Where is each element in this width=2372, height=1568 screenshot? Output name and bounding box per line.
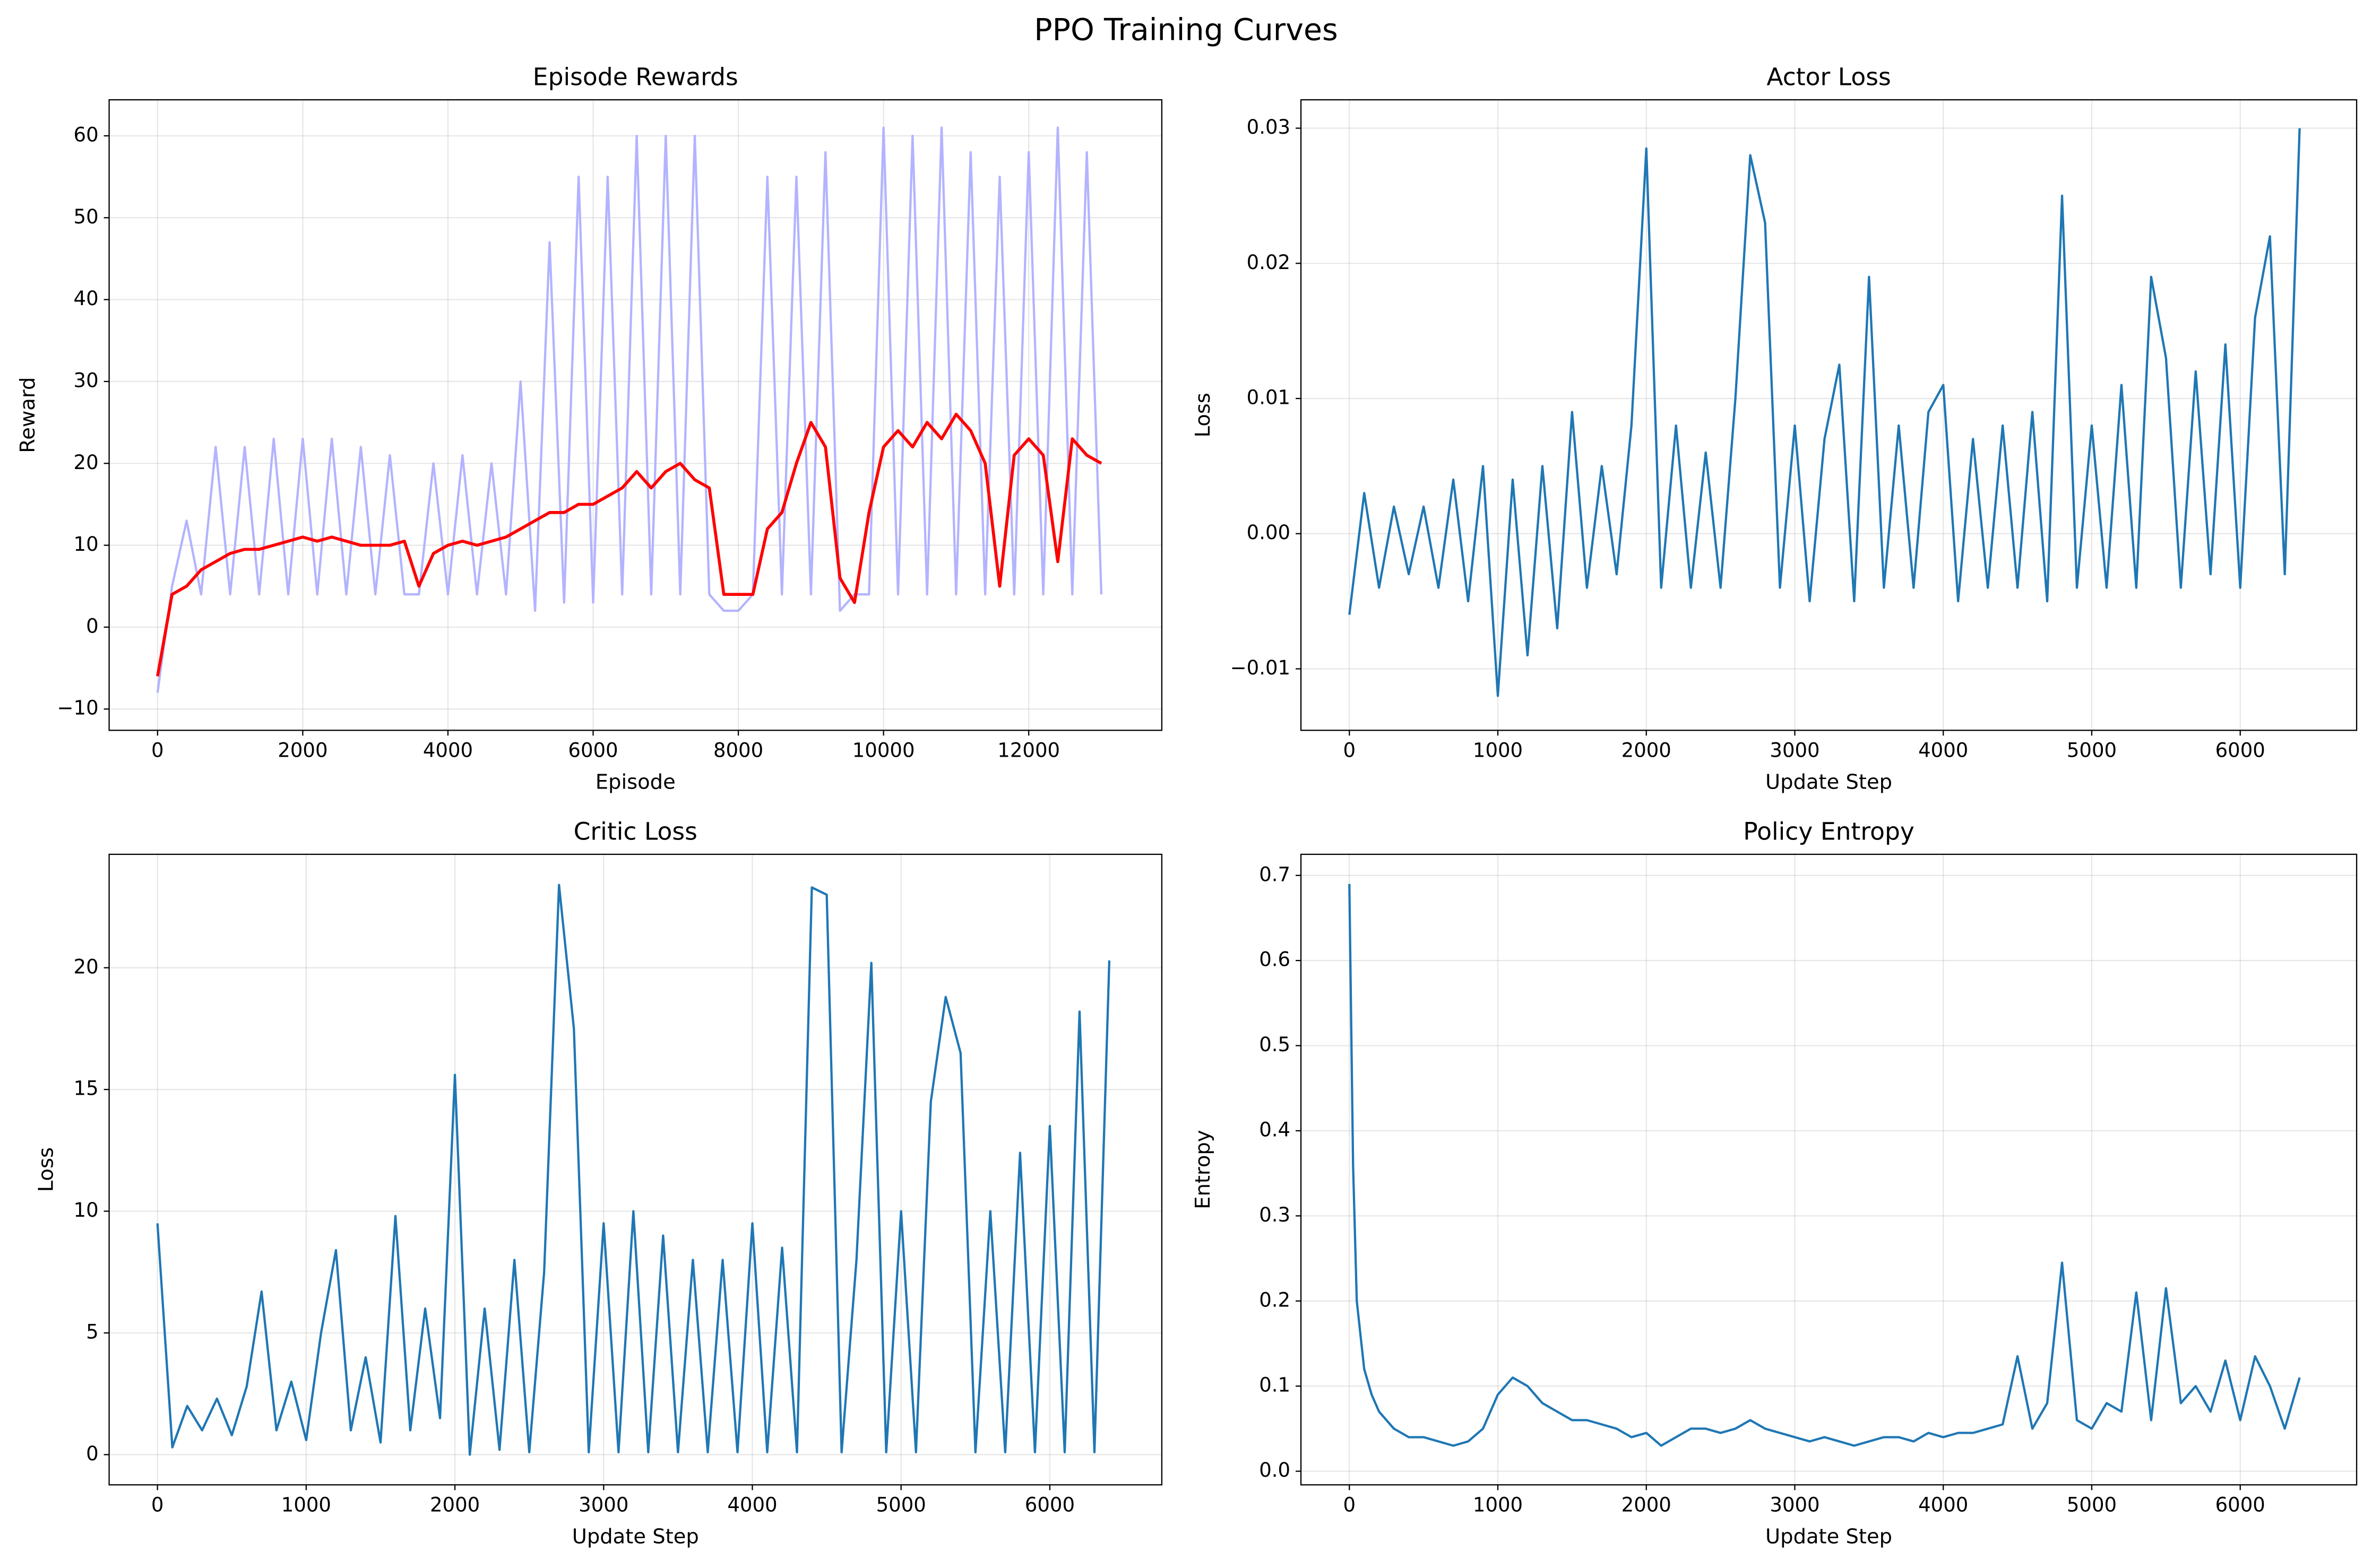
y-tick-label: 40 xyxy=(74,287,99,310)
plot-frame xyxy=(108,853,1163,1486)
x-tick-label: 2000 xyxy=(1621,739,1671,762)
y-tick-label: 0.4 xyxy=(1259,1118,1290,1141)
x-tick-label: 8000 xyxy=(713,739,763,762)
x-tick-label: 1000 xyxy=(281,1494,331,1517)
y-tick-label: 0.01 xyxy=(1247,386,1290,409)
y-tick-label: 15 xyxy=(74,1077,99,1100)
x-tick-label: 1000 xyxy=(1473,739,1523,762)
data-line xyxy=(156,883,1111,1456)
x-tick-label: 4000 xyxy=(727,1494,777,1517)
y-axis-label: Entropy xyxy=(1191,1130,1215,1209)
x-tick-label: 3000 xyxy=(1770,739,1819,762)
y-tick-label: −0.01 xyxy=(1230,656,1290,679)
y-tick-label: 30 xyxy=(74,369,99,392)
subplot-title: Actor Loss xyxy=(1766,63,1891,91)
x-tick-label: 2000 xyxy=(1621,1494,1671,1517)
x-tick-label: 0 xyxy=(1343,739,1356,762)
x-axis-label: Update Step xyxy=(572,1525,699,1549)
x-tick-label: 0 xyxy=(151,1494,164,1517)
x-tick-label: 4000 xyxy=(1918,739,1968,762)
data-line xyxy=(1348,883,2301,1447)
y-tick-label: −10 xyxy=(57,697,99,720)
y-tick-label: 0.6 xyxy=(1259,948,1290,971)
y-tick-label: 10 xyxy=(74,1199,99,1222)
y-tick-label: 20 xyxy=(74,955,99,978)
x-tick-label: 0 xyxy=(151,739,164,762)
subplot-title: Policy Entropy xyxy=(1743,818,1914,846)
data-line xyxy=(1348,128,2301,697)
data-line xyxy=(156,126,1103,693)
y-tick-label: 50 xyxy=(74,205,99,228)
x-tick-label: 12000 xyxy=(997,739,1060,762)
x-axis-label: Episode xyxy=(596,770,676,794)
x-tick-label: 5000 xyxy=(2067,739,2117,762)
data-line xyxy=(156,412,1102,677)
x-tick-label: 6000 xyxy=(568,739,618,762)
y-tick-label: 20 xyxy=(74,451,99,474)
x-tick-label: 5000 xyxy=(2067,1494,2117,1517)
x-tick-label: 0 xyxy=(1343,1494,1356,1517)
x-tick-label: 6000 xyxy=(2215,1494,2265,1517)
y-tick-label: 0 xyxy=(86,1442,99,1465)
y-tick-label: 60 xyxy=(74,123,99,146)
subplot-title: Episode Rewards xyxy=(533,63,738,91)
x-tick-label: 4000 xyxy=(423,739,473,762)
y-axis-label: Loss xyxy=(34,1147,58,1192)
y-tick-label: 0.03 xyxy=(1247,116,1290,138)
y-tick-label: 0.7 xyxy=(1259,863,1290,886)
plot-frame xyxy=(1300,853,2358,1486)
x-tick-label: 1000 xyxy=(1473,1494,1523,1517)
x-tick-label: 2000 xyxy=(430,1494,480,1517)
y-axis-label: Loss xyxy=(1191,393,1215,437)
plot-frame xyxy=(108,99,1163,731)
suptitle: PPO Training Curves xyxy=(1034,12,1338,47)
x-tick-label: 3000 xyxy=(579,1494,628,1517)
y-tick-label: 0.5 xyxy=(1259,1033,1290,1056)
subplot-title: Critic Loss xyxy=(574,818,697,846)
y-tick-label: 0.02 xyxy=(1247,251,1290,274)
y-tick-label: 0.00 xyxy=(1247,521,1290,544)
x-tick-label: 6000 xyxy=(2215,739,2265,762)
y-axis-label: Reward xyxy=(16,377,40,453)
x-tick-label: 3000 xyxy=(1770,1494,1819,1517)
x-tick-label: 4000 xyxy=(1918,1494,1968,1517)
y-tick-label: 0.3 xyxy=(1259,1203,1290,1226)
x-axis-label: Update Step xyxy=(1765,1525,1892,1549)
x-tick-label: 5000 xyxy=(876,1494,926,1517)
plot-frame xyxy=(1300,99,2358,731)
x-tick-label: 6000 xyxy=(1025,1494,1075,1517)
y-tick-label: 0 xyxy=(86,614,99,637)
y-tick-label: 0.1 xyxy=(1259,1374,1290,1397)
x-tick-label: 10000 xyxy=(852,739,915,762)
x-tick-label: 2000 xyxy=(278,739,327,762)
y-tick-label: 10 xyxy=(74,533,99,556)
y-tick-label: 0.0 xyxy=(1259,1459,1290,1482)
x-axis-label: Update Step xyxy=(1765,770,1892,794)
y-tick-label: 0.2 xyxy=(1259,1288,1290,1311)
y-tick-label: 5 xyxy=(86,1320,99,1343)
